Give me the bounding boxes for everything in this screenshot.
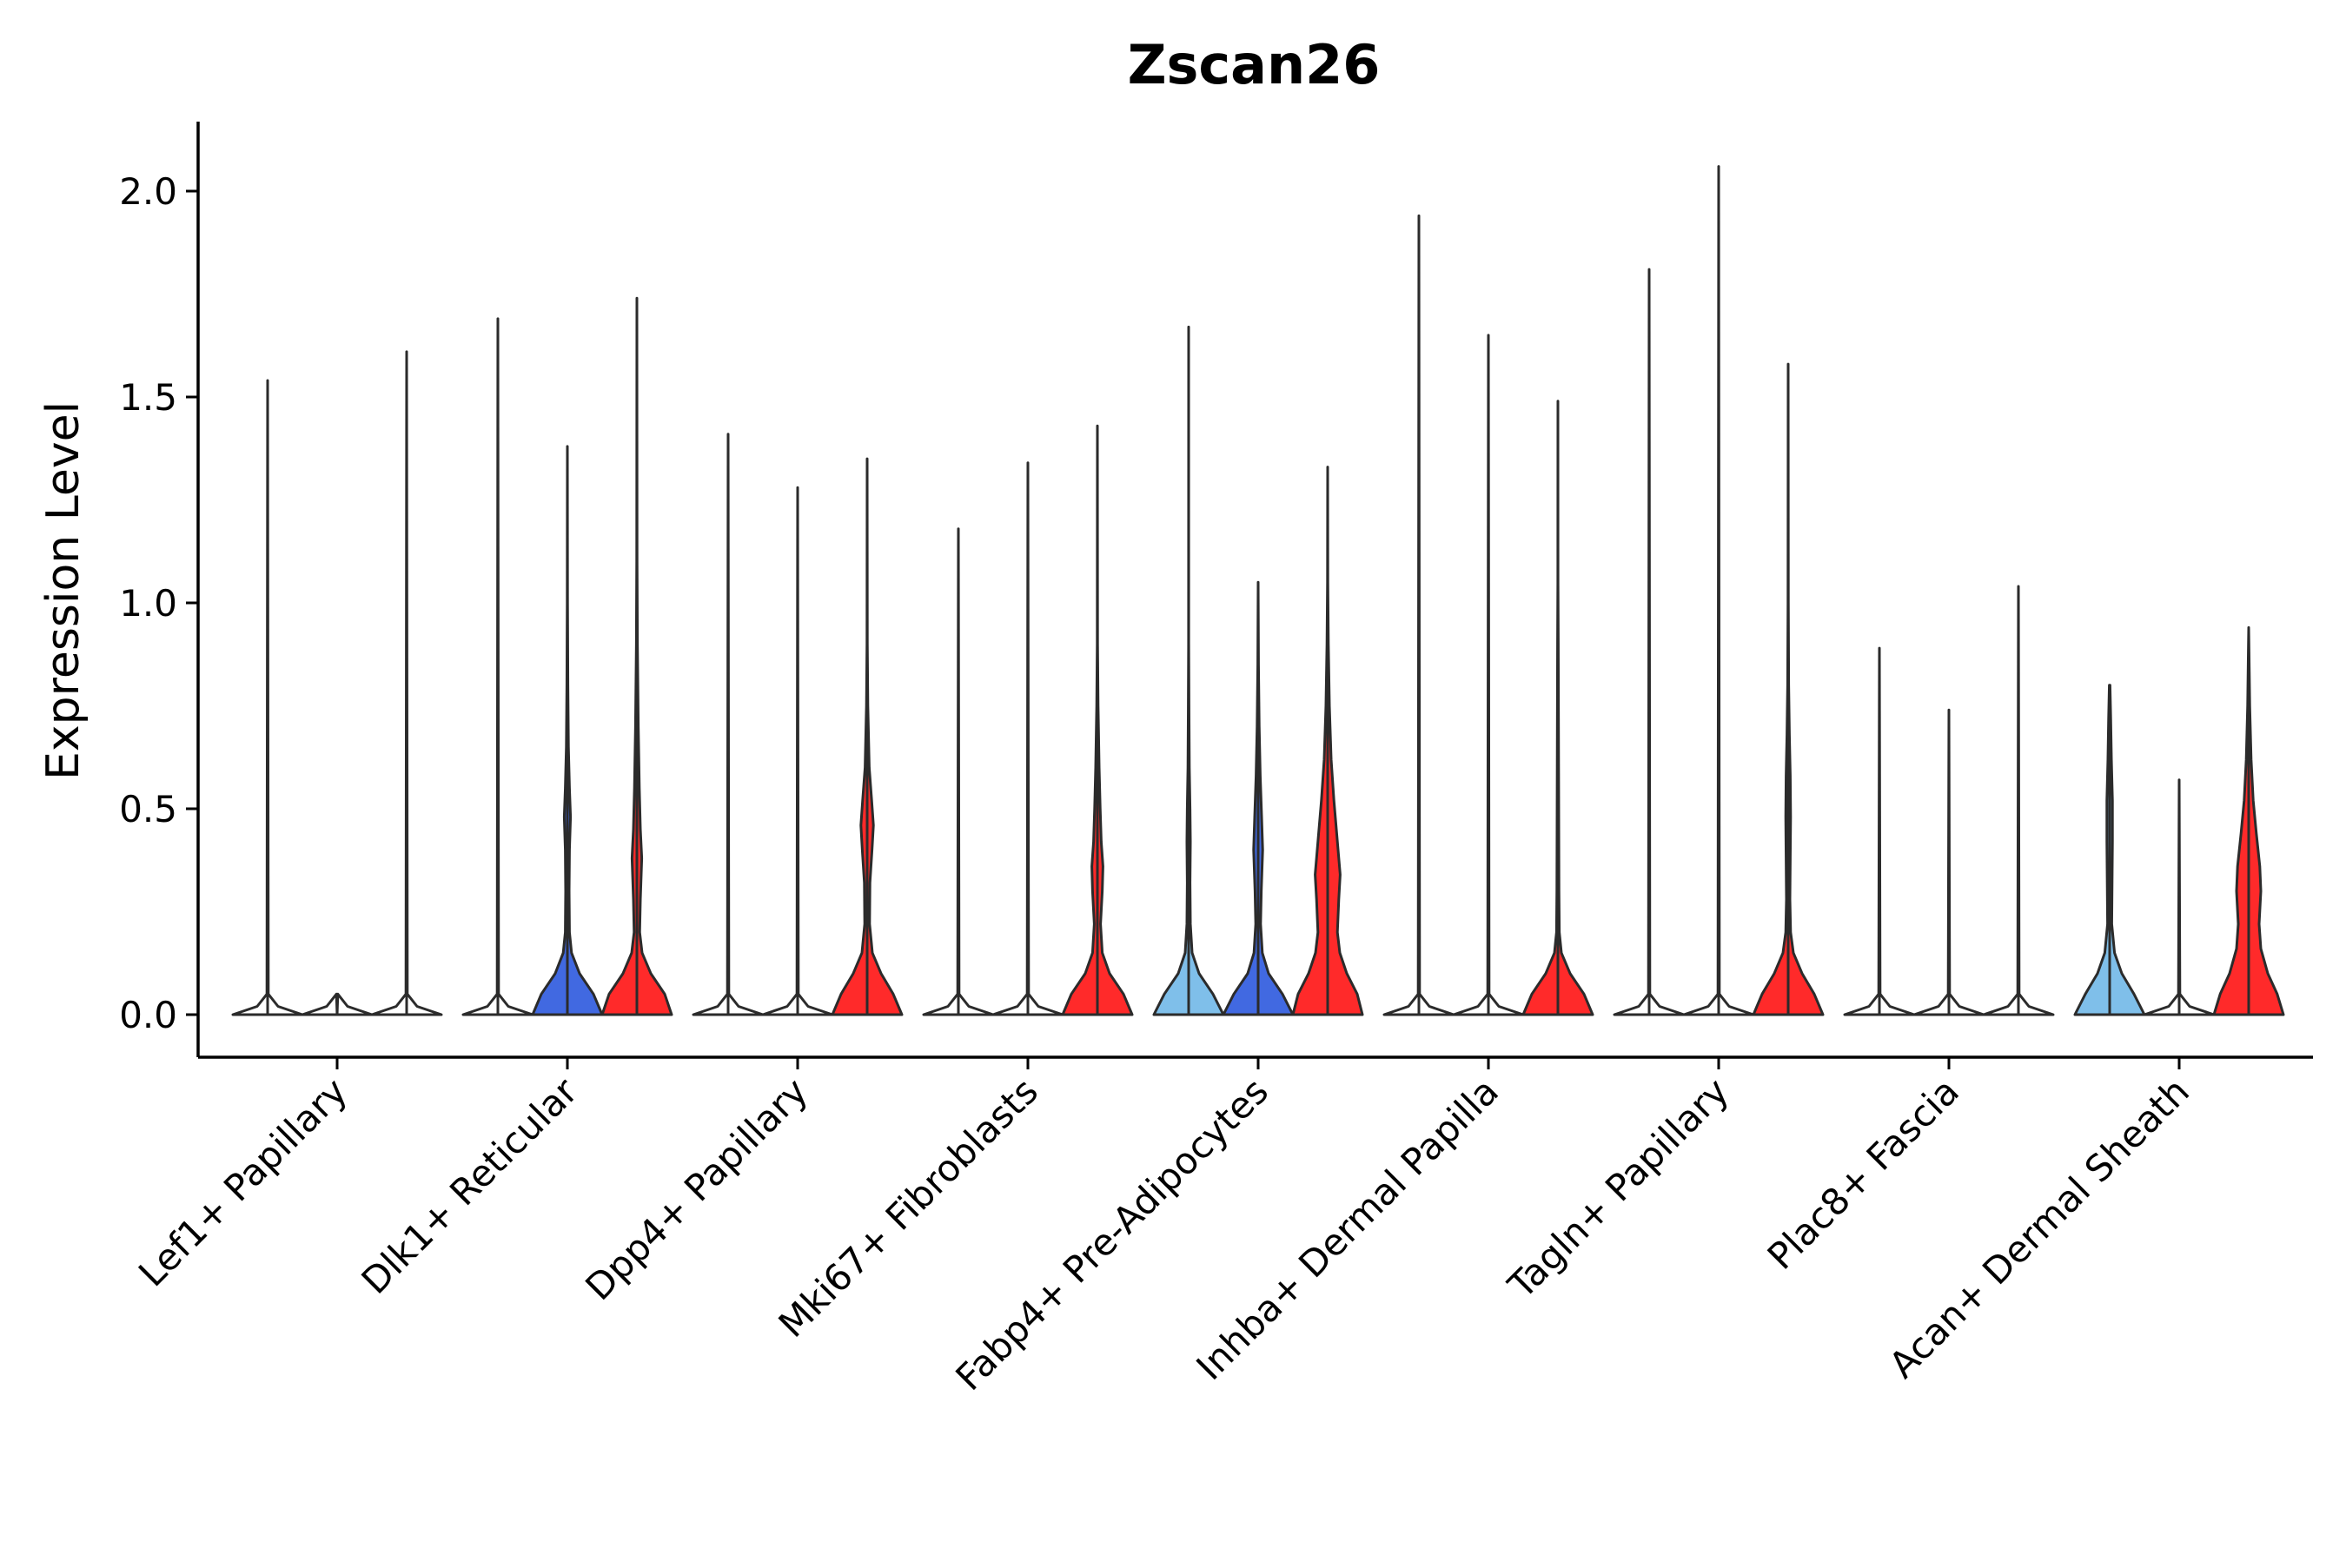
violin-blue	[301, 992, 374, 1016]
axes-layer	[196, 122, 2313, 1059]
category-group	[2073, 625, 2285, 1016]
y-tick-label: 0.0	[119, 994, 177, 1036]
category-group	[692, 433, 904, 1016]
y-tick-label: 0.5	[119, 788, 177, 830]
category-group	[231, 350, 443, 1016]
y-ticks: 0.0 0.5 1.0 1.5 2.0	[119, 170, 198, 1036]
category-group	[1843, 585, 2055, 1016]
category-group	[1382, 214, 1594, 1016]
x-category-label: Plac8+ Fascia	[1760, 1069, 1967, 1277]
x-category-label: Mki67+ Fibroblasts	[771, 1069, 1046, 1345]
category-group	[461, 296, 673, 1016]
y-tick-label: 2.0	[119, 170, 177, 213]
chart-title: Zscan26	[1128, 33, 1381, 96]
x-category-label: Tagln+ Papillary	[1500, 1069, 1737, 1307]
y-tick-label: 1.0	[119, 582, 177, 625]
y-axis-title: Expression Level	[37, 401, 89, 780]
x-category-label: Lef1+ Papillary	[130, 1069, 355, 1294]
y-tick-label: 1.5	[119, 376, 177, 419]
violins-layer	[231, 165, 2285, 1016]
x-category-label: Dpp4+ Papillary	[577, 1069, 816, 1308]
category-group	[1152, 325, 1364, 1016]
x-category-label: Dlk1+ Reticular	[354, 1069, 586, 1302]
category-group	[1613, 165, 1825, 1016]
category-group	[922, 424, 1134, 1016]
